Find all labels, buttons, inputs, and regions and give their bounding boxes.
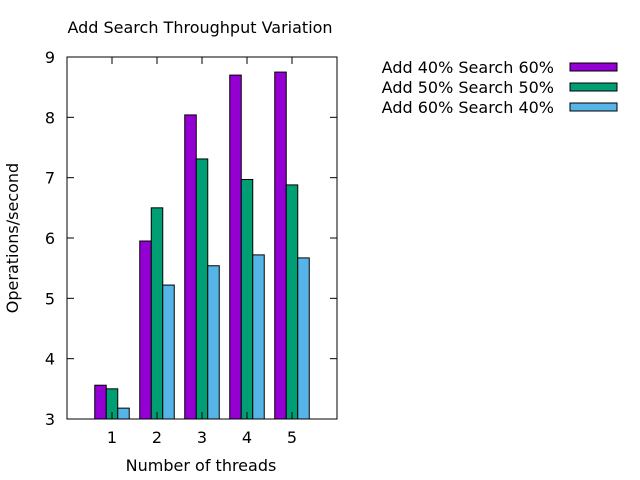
bar-s2-t3 [195, 158, 209, 420]
bar-s1-t4 [229, 74, 242, 420]
bars-group [94, 71, 310, 420]
bar-s2-t4 [240, 178, 254, 420]
legend-label-1: Add 40% Search 60% [382, 58, 554, 77]
y-tick-label: 6 [45, 229, 55, 248]
legend: Add 40% Search 60%Add 50% Search 50%Add … [382, 58, 618, 117]
y-tick-label: 9 [45, 48, 55, 67]
bar-s3-t3 [207, 265, 220, 420]
y-tick-label: 5 [45, 289, 55, 308]
bar-s3-t4 [252, 254, 265, 420]
x-tick-label: 2 [152, 428, 162, 447]
bar-s1-t1 [94, 384, 107, 420]
chart-title: Add Search Throughput Variation [67, 18, 332, 37]
bar-s2-t5 [285, 184, 299, 420]
x-axis-label: Number of threads [126, 456, 277, 475]
ticks-group: 3 4 5 6 7 8 9 1 2 3 4 5 [45, 48, 337, 447]
legend-swatch-1 [569, 62, 618, 72]
legend-label-2: Add 50% Search 50% [382, 78, 554, 97]
bar-s3-t5 [297, 257, 310, 420]
bar-s3-t1 [117, 407, 130, 420]
legend-swatch-2 [569, 82, 618, 92]
legend-swatch-3 [569, 102, 618, 112]
plot-border [66, 56, 338, 420]
x-tick-label: 5 [287, 428, 297, 447]
bar-s1-t3 [184, 114, 197, 420]
x-tick-label: 4 [242, 428, 252, 447]
bar-s2-t2 [150, 207, 164, 420]
bar-s1-t5 [274, 71, 287, 420]
bar-s1-t2 [139, 240, 152, 420]
bar-s3-t2 [162, 284, 175, 420]
y-tick-label: 4 [45, 350, 55, 369]
x-tick-label: 3 [197, 428, 207, 447]
y-tick-label: 3 [45, 410, 55, 429]
y-tick-label: 8 [45, 108, 55, 127]
x-tick-label: 1 [107, 428, 117, 447]
y-tick-label: 7 [45, 169, 55, 188]
legend-label-3: Add 60% Search 40% [382, 98, 554, 117]
y-axis-label: Operations/second [3, 163, 22, 313]
